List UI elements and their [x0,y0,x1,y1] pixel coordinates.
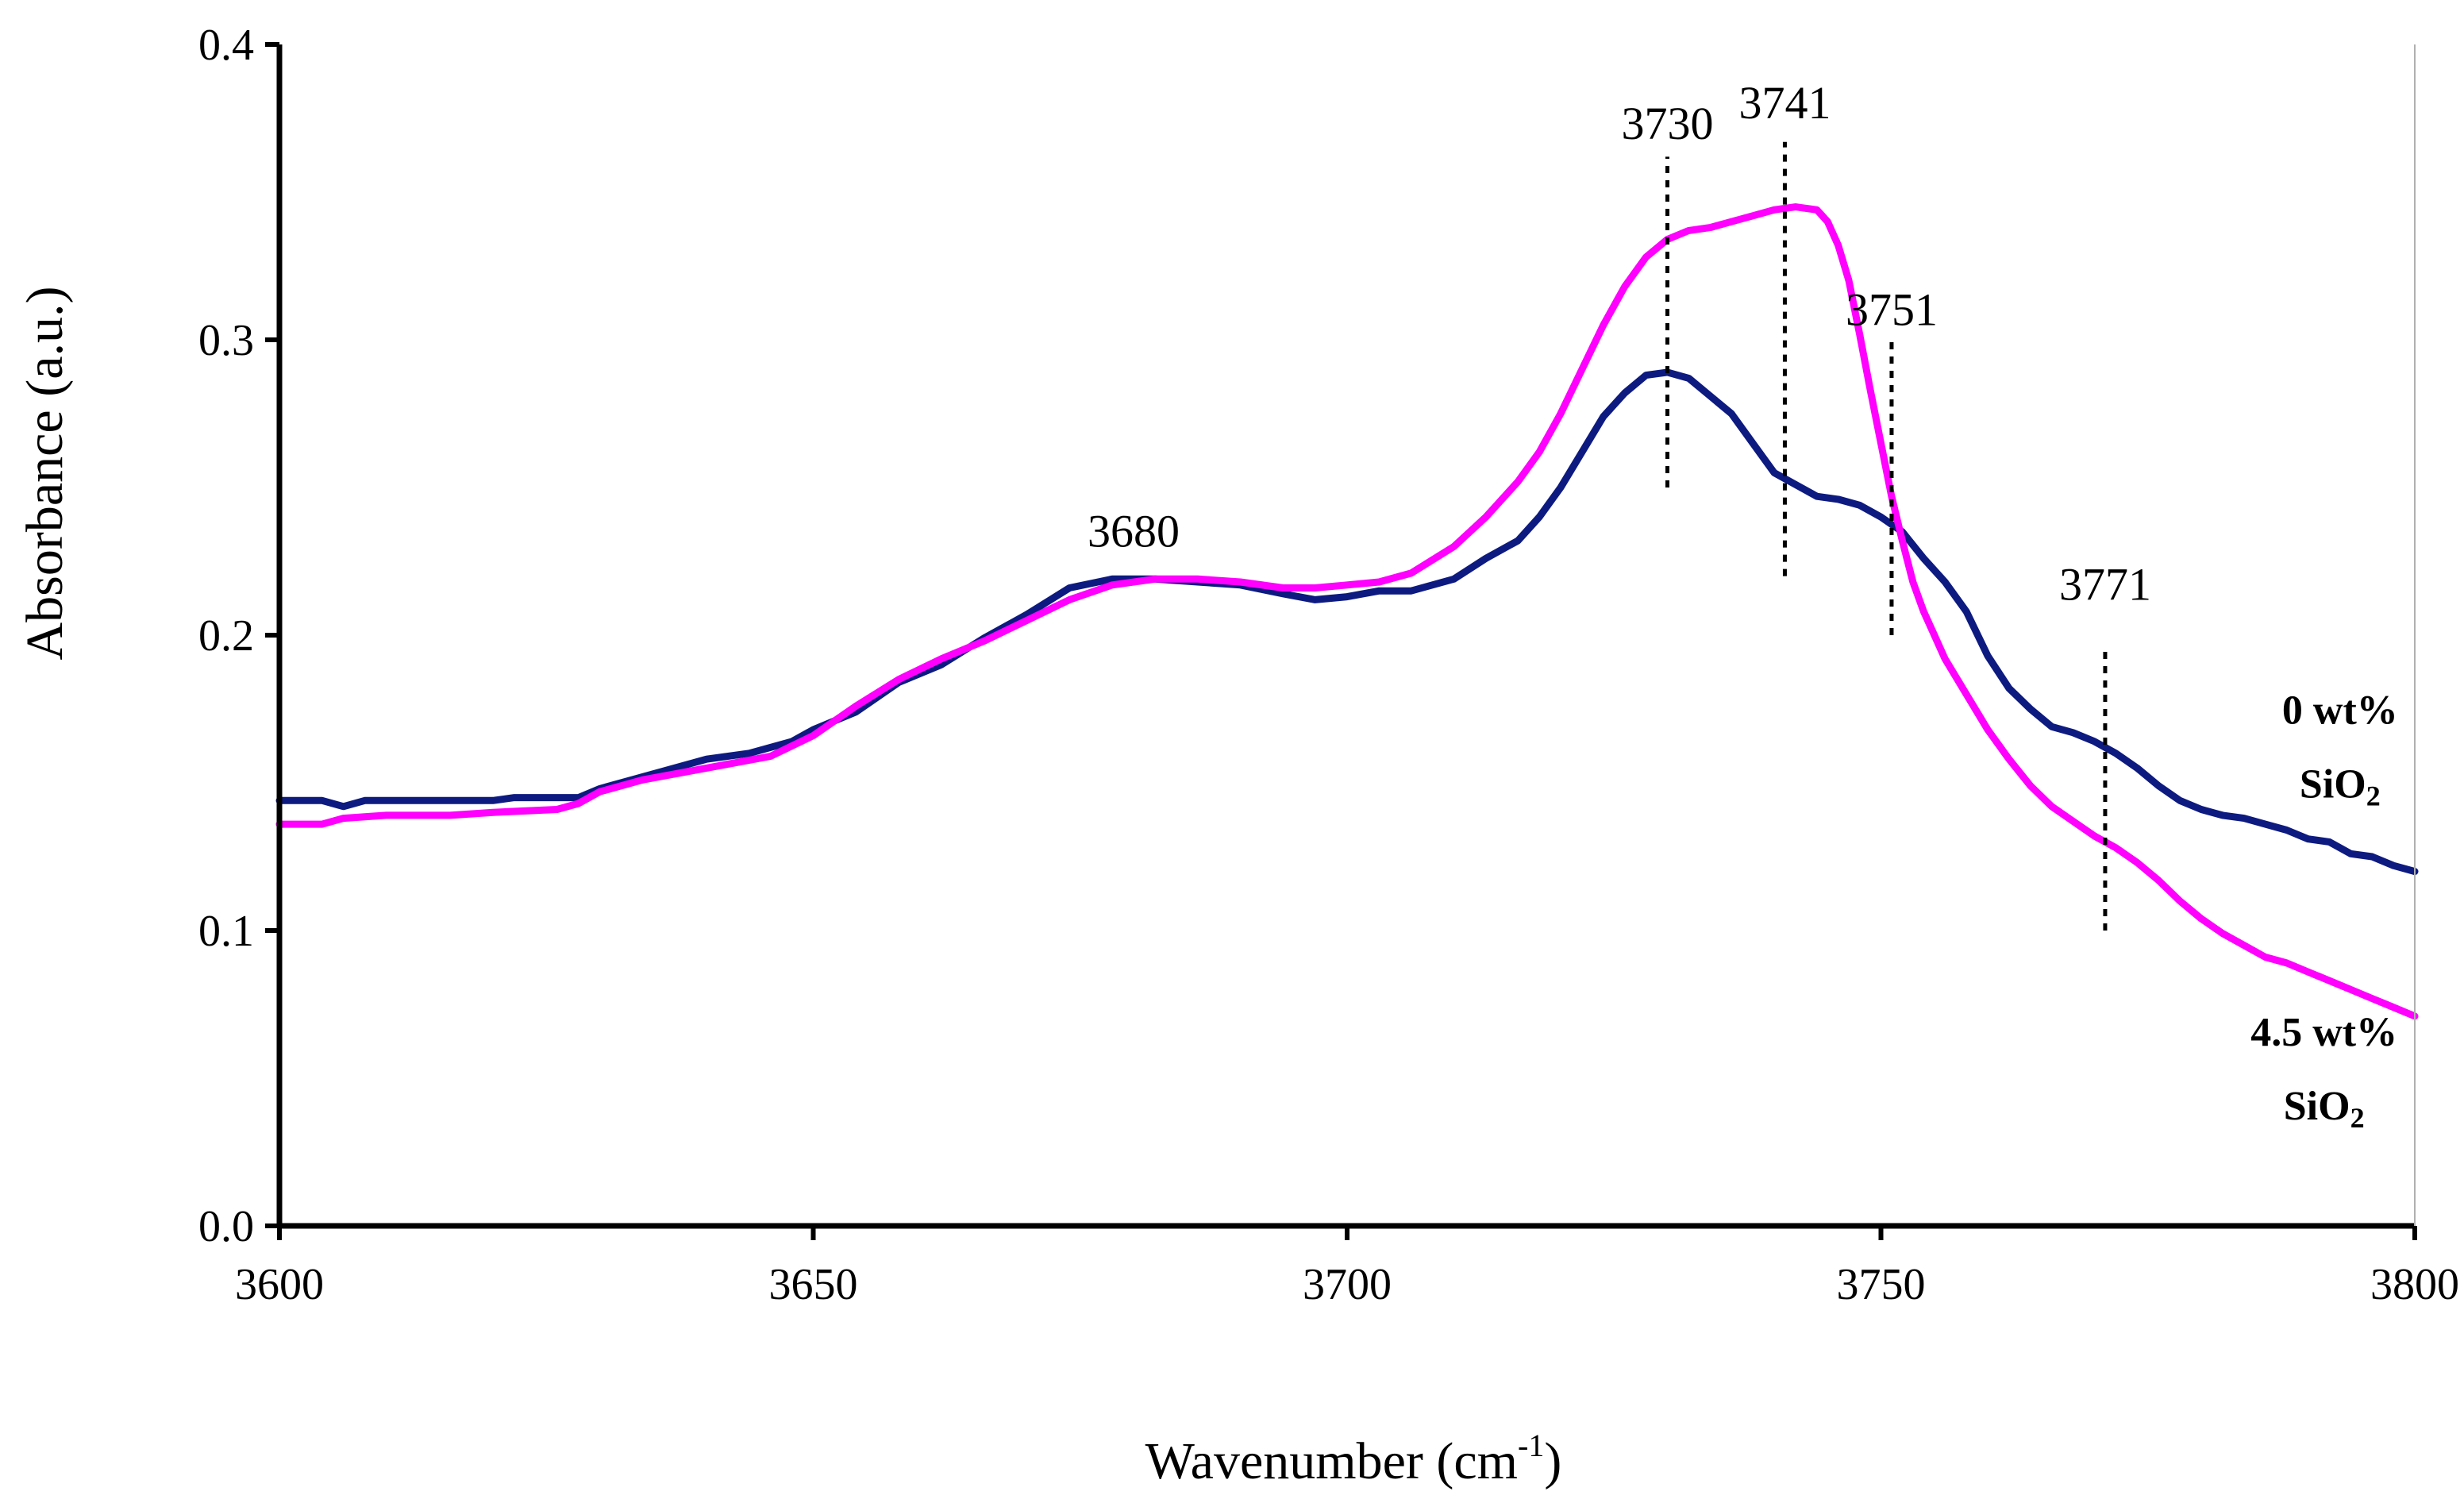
peak-label: 3680 [1088,505,1180,557]
series-label-formula: SiO [2284,1084,2350,1129]
series-label-line2: SiO2 [2284,1084,2365,1134]
series-label-subscript: 2 [2350,1102,2365,1134]
series-label-line1: 4.5 wt% [2250,1010,2397,1055]
x-tick-label: 3750 [1837,1260,1926,1309]
y-tick-label: 0.1 [198,907,254,956]
x-tick-label: 3700 [1303,1260,1392,1309]
series-line-0 [275,368,2419,876]
peak-annotations: 3680 3730 3741 3751 3771 [1088,77,2151,931]
y-tick-label: 0.4 [198,21,254,70]
y-tick-label: 0.3 [198,316,254,365]
x-axis-title-main: Wavenumber (cm [1145,1432,1518,1490]
y-tick-label: 0.2 [198,611,254,661]
peak-label: 3741 [1738,77,1831,129]
peak-label: 3751 [1846,283,1938,335]
series-label-line2: SiO2 [2300,762,2381,812]
peak-label: 3730 [1622,98,1714,149]
y-axis-title: Absorbance (a.u.) [16,287,74,661]
x-tick-label: 3800 [2370,1260,2459,1309]
series-label-subscript: 2 [2366,780,2381,812]
x-tick-label: 3600 [235,1260,324,1309]
plot-lines-group [275,203,2419,1020]
ticks-group: 0.0 0.1 0.2 0.3 0.4 3600 3650 3700 3750 3800 [198,21,2459,1309]
series-label-line1: 0 wt% [2282,688,2398,734]
x-axis-title: Wavenumber (cm-1) [1145,1428,1562,1490]
axes-group [276,44,2416,1229]
y-tick-label: 0.0 [198,1202,254,1251]
x-axis-title-close: ) [1544,1432,1561,1490]
x-axis-title-superscript: -1 [1518,1428,1544,1463]
x-tick-label: 3650 [769,1260,858,1309]
series-label-formula: SiO [2300,762,2366,807]
peak-label: 3771 [2059,558,2151,610]
series-line-1 [275,203,2419,1020]
